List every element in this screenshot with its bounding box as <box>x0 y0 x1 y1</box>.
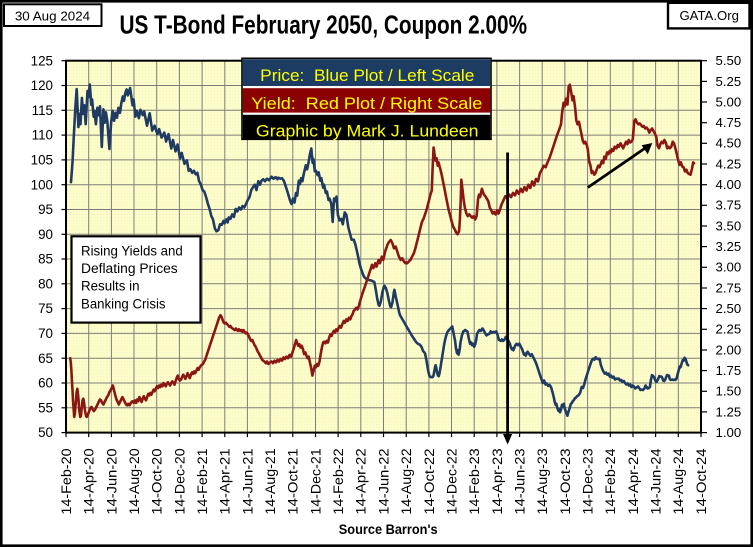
svg-text:5.25: 5.25 <box>716 74 742 89</box>
svg-text:4.00: 4.00 <box>716 177 742 192</box>
svg-text:Yield: Red Plot / Right Scale: Yield: Red Plot / Right Scale <box>251 94 482 113</box>
svg-text:Source Barron's: Source Barron's <box>339 522 438 538</box>
svg-text:14-Jun-21: 14-Jun-21 <box>240 448 256 514</box>
svg-text:14-Feb-24: 14-Feb-24 <box>603 448 619 514</box>
svg-text:100: 100 <box>31 177 53 192</box>
svg-text:14-Aug-24: 14-Aug-24 <box>671 448 687 514</box>
svg-text:14-Apr-23: 14-Apr-23 <box>490 448 506 514</box>
svg-text:14-Dec-21: 14-Dec-21 <box>308 448 324 514</box>
svg-text:14-Dec-23: 14-Dec-23 <box>581 448 597 514</box>
svg-text:14-Oct-20: 14-Oct-20 <box>150 448 166 514</box>
svg-text:14-Feb-21: 14-Feb-21 <box>195 448 211 514</box>
svg-text:Banking Crisis: Banking Crisis <box>81 296 166 312</box>
svg-text:1.25: 1.25 <box>716 404 742 419</box>
svg-text:14-Aug-23: 14-Aug-23 <box>535 448 551 514</box>
svg-text:90: 90 <box>38 227 53 242</box>
svg-text:Rising Yields and: Rising Yields and <box>81 244 183 260</box>
svg-text:14-Apr-24: 14-Apr-24 <box>626 448 642 514</box>
svg-text:1.00: 1.00 <box>716 425 742 440</box>
svg-text:5.50: 5.50 <box>716 53 742 68</box>
svg-text:14-Oct-24: 14-Oct-24 <box>694 448 710 514</box>
svg-text:14-Feb-20: 14-Feb-20 <box>59 448 75 514</box>
svg-text:14-Jun-22: 14-Jun-22 <box>376 448 392 514</box>
svg-text:14-Apr-20: 14-Apr-20 <box>82 448 98 514</box>
svg-text:14-Dec-20: 14-Dec-20 <box>172 448 188 514</box>
svg-text:14-Apr-21: 14-Apr-21 <box>218 448 234 514</box>
svg-text:14-Oct-21: 14-Oct-21 <box>286 448 302 514</box>
svg-text:Price: Blue Plot / Left Scale: Price: Blue Plot / Left Scale <box>260 66 474 85</box>
svg-text:80: 80 <box>38 276 53 291</box>
svg-text:14-Oct-22: 14-Oct-22 <box>422 448 438 514</box>
svg-text:14-Feb-23: 14-Feb-23 <box>467 448 483 514</box>
svg-text:105: 105 <box>31 153 53 168</box>
svg-text:60: 60 <box>38 376 53 391</box>
svg-text:3.00: 3.00 <box>716 260 742 275</box>
svg-text:3.75: 3.75 <box>716 198 742 213</box>
svg-text:70: 70 <box>38 326 53 341</box>
svg-text:110: 110 <box>32 128 53 143</box>
svg-text:75: 75 <box>38 301 53 316</box>
svg-text:3.50: 3.50 <box>716 218 742 233</box>
svg-text:65: 65 <box>38 351 53 366</box>
svg-text:14-Oct-23: 14-Oct-23 <box>558 448 574 514</box>
svg-text:14-Aug-20: 14-Aug-20 <box>127 448 143 514</box>
svg-text:30 Aug 2024: 30 Aug 2024 <box>15 8 90 23</box>
svg-text:115: 115 <box>32 103 53 118</box>
svg-text:125: 125 <box>31 53 53 68</box>
svg-text:2.50: 2.50 <box>716 301 742 316</box>
svg-text:14-Jun-24: 14-Jun-24 <box>649 448 665 514</box>
svg-text:US T-Bond February 2050, Coupo: US T-Bond February 2050, Coupon 2.00% <box>120 10 528 40</box>
svg-text:4.25: 4.25 <box>716 156 742 171</box>
svg-text:14-Feb-22: 14-Feb-22 <box>331 448 347 514</box>
svg-text:14-Jun-23: 14-Jun-23 <box>513 448 529 514</box>
svg-text:120: 120 <box>31 78 53 93</box>
svg-text:4.75: 4.75 <box>716 115 742 130</box>
svg-text:Deflating Prices: Deflating Prices <box>81 261 178 277</box>
svg-text:14-Jun-20: 14-Jun-20 <box>104 448 120 514</box>
svg-text:Results in: Results in <box>81 279 140 295</box>
svg-text:1.50: 1.50 <box>716 384 742 399</box>
svg-text:1.75: 1.75 <box>716 363 742 378</box>
svg-text:14-Aug-21: 14-Aug-21 <box>263 448 279 514</box>
svg-text:3.25: 3.25 <box>716 239 742 254</box>
svg-text:2.00: 2.00 <box>716 342 742 357</box>
svg-text:GATA.Org: GATA.Org <box>679 8 739 23</box>
svg-text:2.75: 2.75 <box>716 280 742 295</box>
svg-text:14-Apr-22: 14-Apr-22 <box>354 448 370 514</box>
svg-text:55: 55 <box>38 400 53 415</box>
svg-text:95: 95 <box>38 202 53 217</box>
svg-text:14-Aug-22: 14-Aug-22 <box>399 448 415 514</box>
svg-text:14-Dec-22: 14-Dec-22 <box>444 448 460 514</box>
svg-text:Graphic by Mark J. Lundeen: Graphic by Mark J. Lundeen <box>256 121 479 140</box>
svg-text:4.50: 4.50 <box>716 136 742 151</box>
svg-text:50: 50 <box>38 425 53 440</box>
svg-text:2.25: 2.25 <box>716 322 742 337</box>
svg-text:5.00: 5.00 <box>716 94 742 109</box>
svg-text:85: 85 <box>38 252 53 267</box>
